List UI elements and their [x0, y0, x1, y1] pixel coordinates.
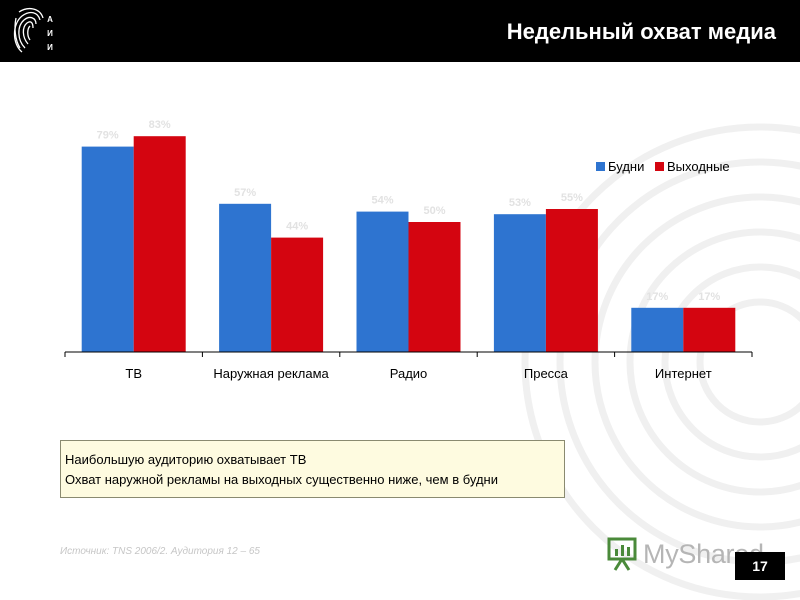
legend: Будни Выходные: [596, 159, 730, 174]
data-labels-group: 79% 83% 57% 44% 54% 50% 53% 55% 17% 17%: [97, 119, 721, 303]
source-note: Источник: TNS 2006/2. Аудитория 12 – 65: [60, 546, 260, 557]
bar-weekday-2: [356, 211, 409, 352]
logo-letter-1: А: [47, 15, 53, 24]
category-labels-group: ТВ Наружная реклама Радио Пресса Интернет: [125, 366, 711, 381]
data-label: 17%: [646, 291, 668, 303]
data-label: 79%: [97, 130, 119, 142]
legend-label-weekday: Будни: [608, 159, 644, 174]
bar-weekend-2: [408, 222, 461, 352]
logo-letter-2: И: [47, 29, 53, 38]
data-label: 44%: [286, 221, 308, 233]
category-label: Интернет: [655, 366, 712, 381]
fingerprint-background-icon: [521, 123, 800, 600]
bar-weekend-0: [133, 136, 186, 352]
data-label: 54%: [371, 195, 393, 207]
bar-weekend-1: [271, 237, 324, 352]
category-label: Пресса: [524, 366, 569, 381]
bar-weekday-4: [631, 307, 684, 352]
x-axis-ticks: [64, 352, 753, 357]
header-bar: А И И Недельный охват медиа: [0, 0, 800, 62]
category-label: ТВ: [125, 366, 142, 381]
page-title: Недельный охват медиа: [506, 19, 776, 44]
legend-label-weekend: Выходные: [667, 159, 730, 174]
presentation-board-icon: [607, 537, 637, 571]
page-number: 17: [735, 552, 785, 580]
bar-weekday-3: [493, 214, 546, 352]
data-label: 83%: [149, 119, 171, 131]
data-label: 50%: [423, 205, 445, 217]
bar-weekend-3: [545, 209, 598, 352]
bar-chart: 79% 83% 57% 44% 54% 50% 53% 55% 17% 17% ТВ Наружна…: [64, 119, 753, 381]
bar-weekend-4: [683, 307, 736, 352]
data-label: 55%: [561, 192, 583, 204]
note-line-1: Наибольшую аудиторию охватывает ТВ: [65, 452, 307, 467]
data-label: 53%: [509, 197, 531, 209]
data-label: 17%: [698, 291, 720, 303]
legend-swatch-weekend: [655, 162, 664, 171]
bar-weekday-0: [81, 146, 134, 352]
summary-note-box: Наибольшую аудиторию охватывает ТВ Охват…: [60, 440, 565, 498]
bar-weekday-1: [219, 203, 272, 352]
category-label: Наружная реклама: [213, 366, 329, 381]
bars-group: [81, 136, 736, 352]
category-label: Радио: [390, 366, 428, 381]
note-line-2: Охват наружной рекламы на выходных сущес…: [65, 472, 498, 487]
logo-letter-3: И: [47, 43, 53, 52]
legend-swatch-weekday: [596, 162, 605, 171]
fingerprint-logo-icon: А И И: [13, 7, 53, 53]
data-label: 57%: [234, 187, 256, 199]
